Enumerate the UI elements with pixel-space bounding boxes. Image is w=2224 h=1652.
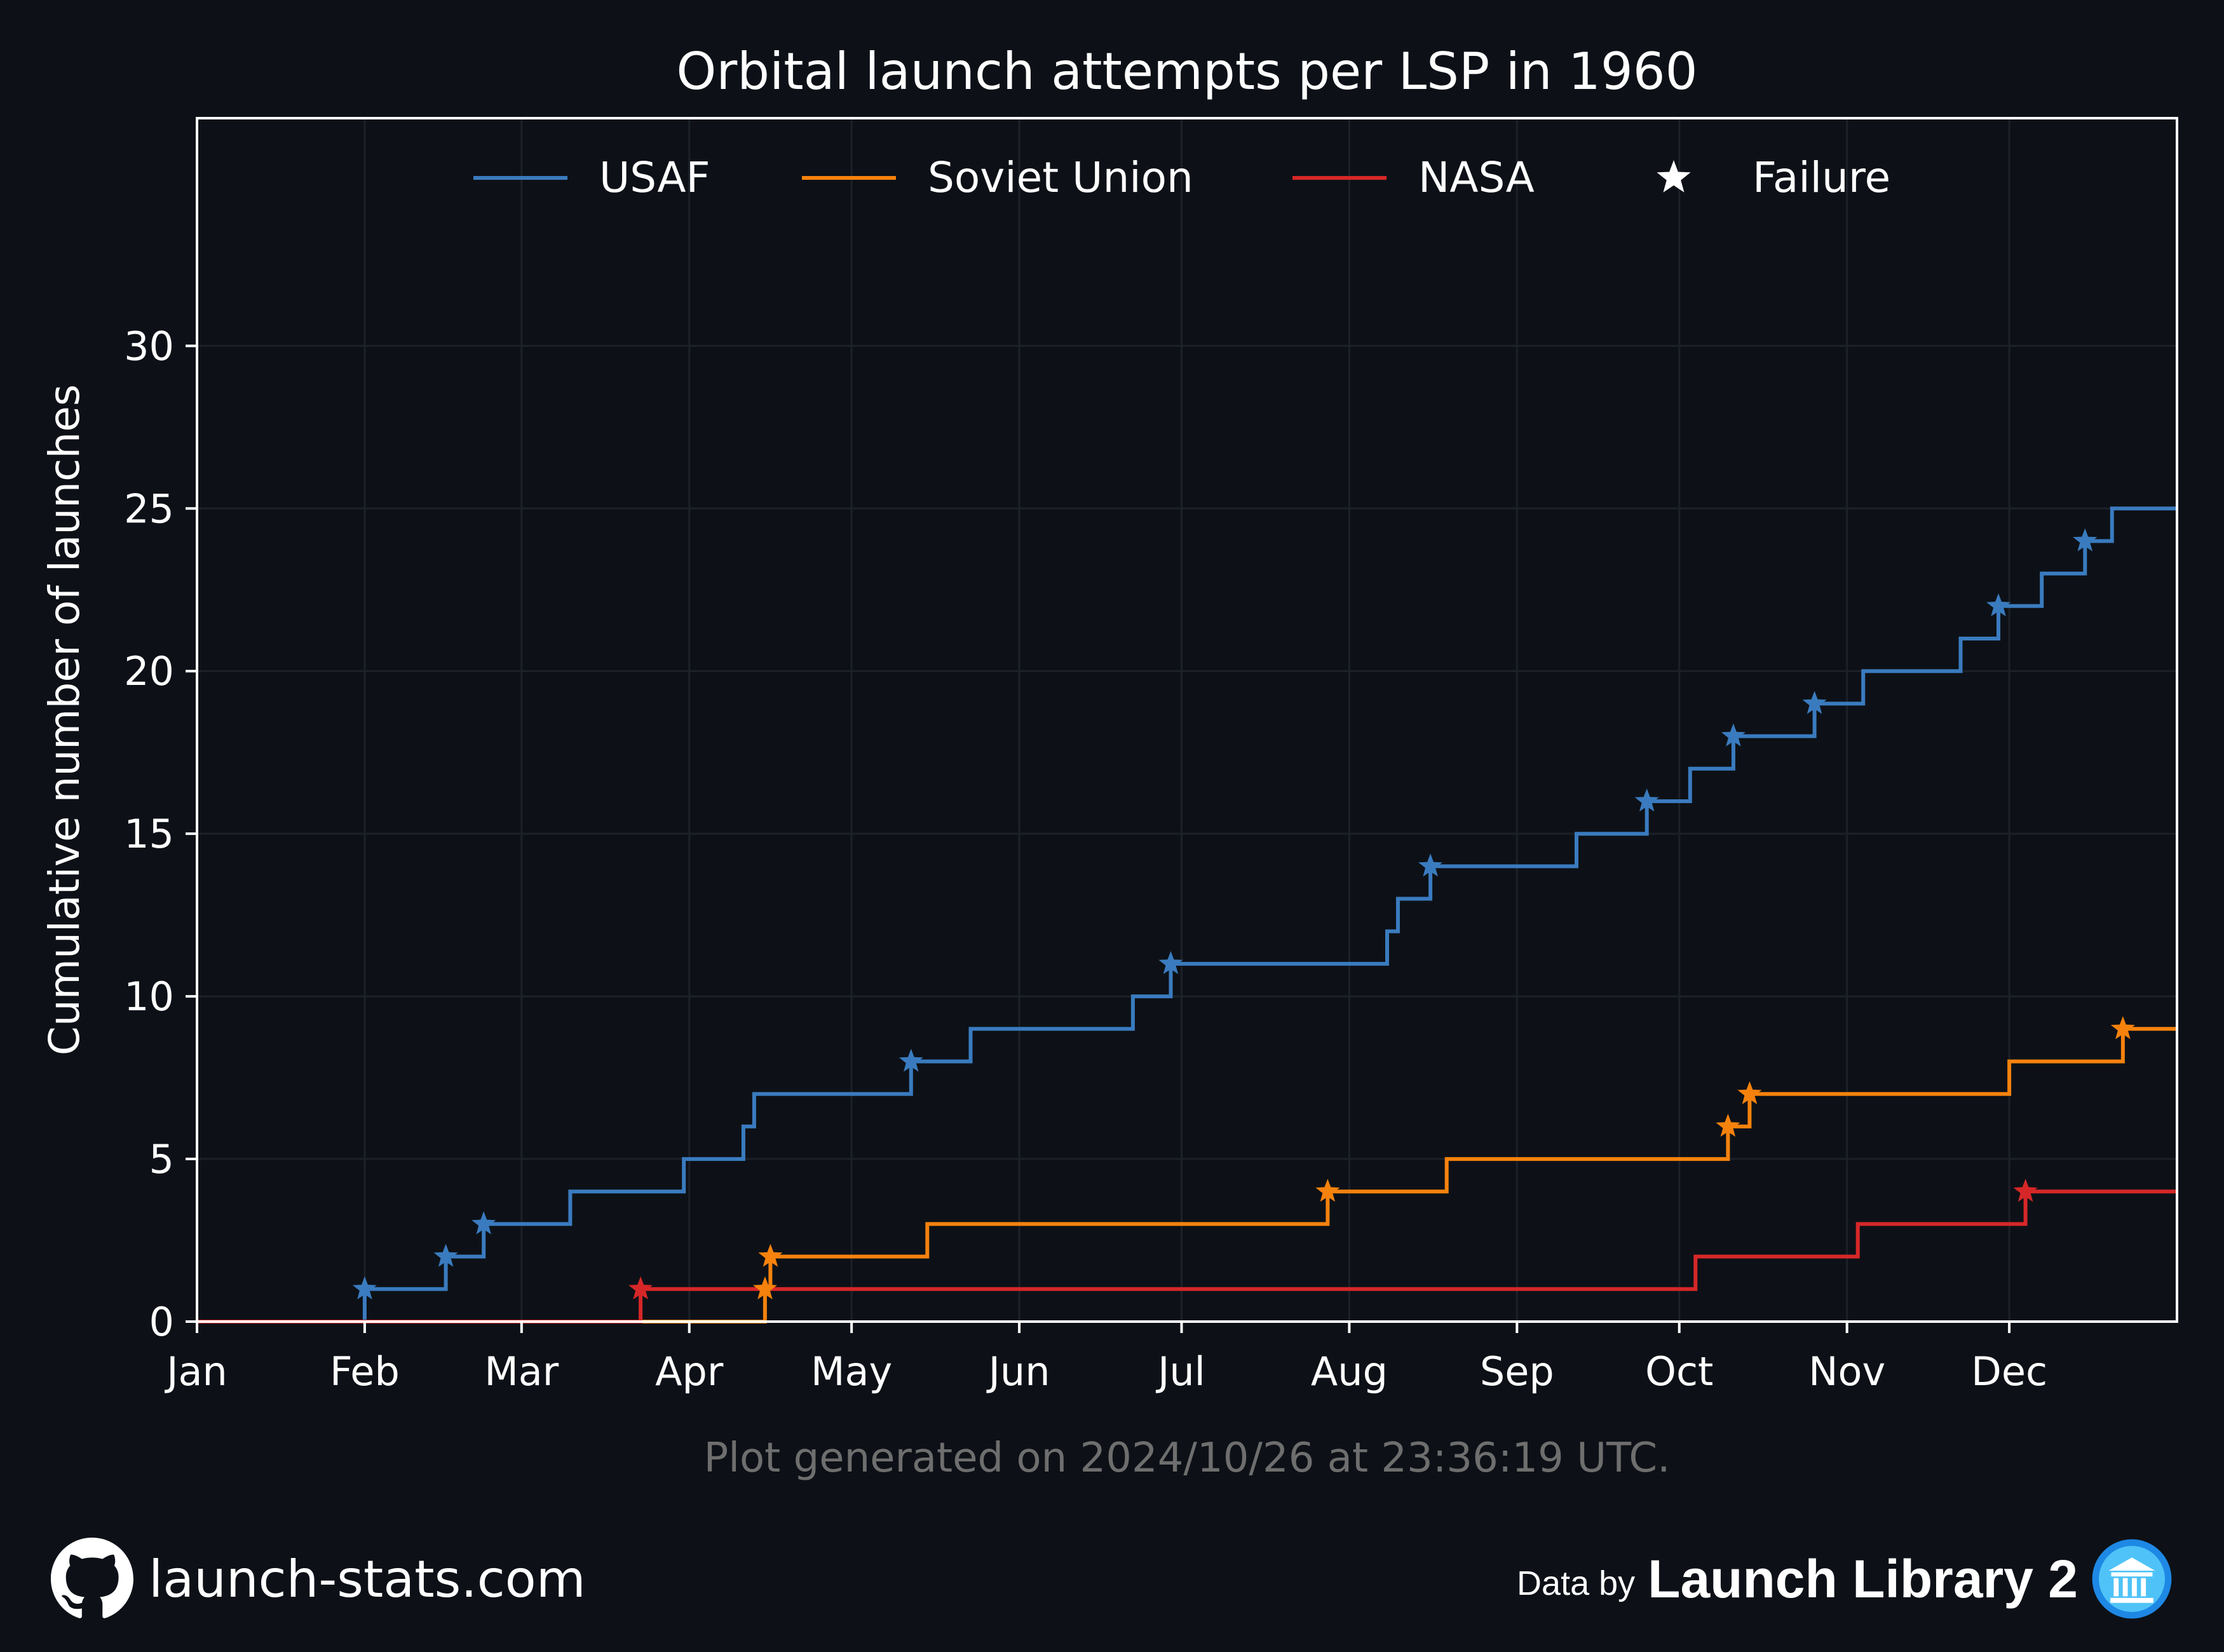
library-icon [2092,1539,2172,1619]
series-line-nasa [197,1189,2177,1324]
y-axis-label: Cumulative number of launches [40,384,89,1055]
failure-marker [1802,691,1827,714]
failure-marker [1158,951,1183,975]
y-tick-label: 5 [149,1136,174,1182]
failure-marker [471,1211,496,1235]
failure-marker [352,1276,377,1299]
x-tick-label: Nov [1808,1348,1885,1395]
series-line-usaf [197,506,2177,1324]
x-tick-label: Oct [1645,1348,1713,1395]
failure-marker [628,1276,653,1299]
legend-star-icon [1657,160,1691,193]
y-tick-label: 20 [124,648,174,694]
failure-marker [758,1243,783,1267]
x-tick-label: May [811,1348,892,1395]
failure-marker [898,1048,923,1072]
chart-title: Orbital launch attempts per LSP in 1960 [676,42,1697,101]
failure-marker [752,1276,777,1299]
x-tick-label: Jul [1155,1348,1205,1395]
x-tick-label: Jun [986,1348,1050,1395]
failure-marker [1737,1081,1762,1104]
failure-marker [1418,853,1443,877]
axes: 0 5 10 15 20 25 30 Jan Feb Mar Apr May Jun Jul Aug Sep O… [124,323,2047,1395]
site-link[interactable]: launch-stats.com [149,1549,586,1609]
brand-name: Launch Library 2 [1648,1548,2078,1609]
series-lines [197,506,2177,1324]
legend-label: Soviet Union [928,153,1193,202]
x-tick-label: Dec [1971,1348,2047,1395]
plot-frame [196,117,2178,1323]
failure-marker [2013,1179,2038,1202]
failure-marker [2110,1016,2135,1039]
y-tick-label: 15 [124,811,174,857]
failure-marker [1721,723,1746,747]
series-line-soviet-union [197,1027,2177,1324]
data-by-label: Data by [1517,1564,1636,1602]
failure-markers [352,528,2135,1299]
y-tick-label: 10 [124,973,174,1020]
generated-note: Plot generated on 2024/10/26 at 23:36:19… [704,1435,1671,1482]
failure-marker [433,1243,458,1267]
data-credit: Data by Launch Library 2 [1517,1539,2173,1619]
x-tick-label: Mar [484,1348,559,1395]
github-icon [51,1538,133,1618]
x-tick-label: Feb [330,1348,400,1395]
legend: USAF Soviet Union NASA Failure [473,153,1890,202]
x-tick-label: Aug [1311,1348,1388,1395]
failure-marker [1716,1113,1740,1137]
site-credit: launch-stats.com [51,1538,586,1618]
y-tick-label: 0 [149,1299,174,1345]
x-tick-label: Sep [1480,1348,1554,1395]
failure-marker [1986,593,2011,616]
legend-label: Failure [1753,153,1890,202]
legend-label: USAF [599,153,710,202]
failure-marker [1315,1179,1340,1202]
y-tick-label: 30 [124,323,174,369]
failure-marker [2073,528,2098,552]
x-tick-label: Jan [164,1348,227,1395]
failure-marker [1634,789,1659,812]
y-tick-label: 25 [124,485,174,532]
legend-label: NASA [1418,153,1535,202]
x-tick-label: Apr [655,1348,724,1395]
grid [196,118,2177,1323]
